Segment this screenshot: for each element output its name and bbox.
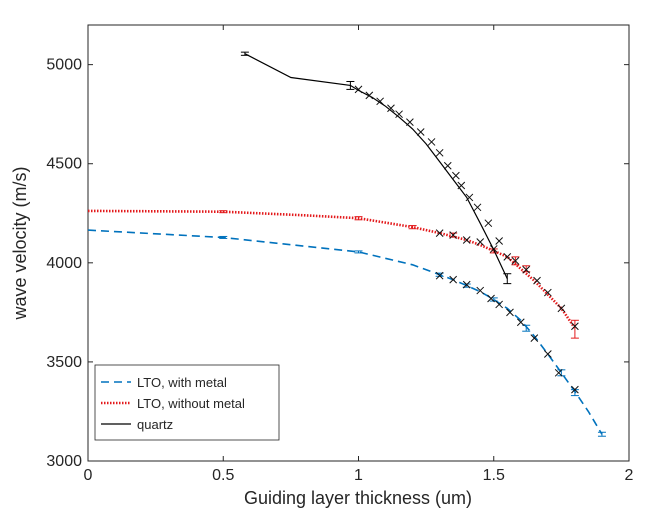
data-point-marker (476, 286, 485, 295)
data-point-marker (554, 368, 563, 377)
data-point-marker (376, 97, 384, 106)
y-tick-label: 3500 (46, 354, 82, 371)
data-point-marker (473, 203, 482, 212)
y-tick-label: 4500 (46, 156, 82, 173)
x-tick-label: 2 (625, 467, 634, 484)
data-point-marker (516, 318, 525, 327)
series-lto-with-metal (87, 229, 606, 437)
series-line (87, 229, 603, 435)
x-tick-label: 0 (84, 467, 93, 484)
data-point-marker (365, 91, 374, 100)
data-point-marker (571, 385, 579, 394)
y-tick-label: 3000 (46, 453, 82, 470)
data-point-marker (487, 294, 495, 303)
data-point-marker (506, 308, 514, 317)
data-point-marker (395, 110, 403, 119)
data-point-marker (465, 193, 474, 202)
y-tick-label: 4000 (46, 255, 82, 272)
data-point-marker (452, 171, 460, 180)
legend-label: quartz (137, 417, 173, 432)
series-line (87, 209, 576, 329)
data-point-marker (533, 276, 541, 285)
data-point-marker (406, 118, 414, 126)
data-point-marker (557, 304, 566, 313)
data-point-marker (476, 238, 485, 246)
data-point-marker (416, 128, 425, 136)
data-point-marker (503, 253, 512, 261)
data-point-marker (387, 104, 395, 113)
series-quartz (240, 51, 512, 285)
data-point-marker (462, 280, 471, 289)
x-tick-label: 0.5 (212, 467, 234, 484)
data-point-marker (530, 334, 539, 342)
x-ticks: 0 0.5 1 1.5 2 (84, 25, 634, 484)
data-point-marker (443, 161, 452, 170)
y-tick-label: 5000 (46, 57, 82, 74)
data-point-marker (449, 231, 458, 239)
series-layer (87, 51, 606, 437)
data-point-marker (543, 350, 552, 358)
legend-label: LTO, with metal (137, 375, 227, 390)
data-point-marker (435, 148, 444, 157)
legend: LTO, with metal LTO, without metal quartz (94, 364, 280, 441)
x-axis-title: Guiding layer thickness (um) (244, 488, 472, 508)
data-point-marker (427, 138, 436, 146)
y-ticks: 3000 3500 4000 4500 5000 (46, 57, 629, 470)
data-point-marker (449, 275, 458, 284)
data-point-marker (435, 271, 444, 280)
data-point-marker (354, 85, 363, 94)
series-line (244, 53, 508, 279)
data-point-marker (462, 236, 471, 244)
data-point-marker (571, 322, 579, 331)
data-point-marker (511, 256, 520, 265)
data-point-marker (457, 181, 466, 190)
x-tick-label: 1 (354, 467, 363, 484)
data-point-marker (522, 265, 531, 274)
y-axis-title: wave velocity (m/s) (10, 166, 30, 320)
data-point-marker (543, 288, 552, 297)
data-point-marker (495, 237, 504, 245)
data-point-marker (495, 300, 504, 309)
data-point-marker (435, 229, 444, 237)
legend-label: LTO, without metal (137, 396, 245, 411)
data-point-marker (484, 219, 493, 228)
x-tick-label: 1.5 (483, 467, 505, 484)
